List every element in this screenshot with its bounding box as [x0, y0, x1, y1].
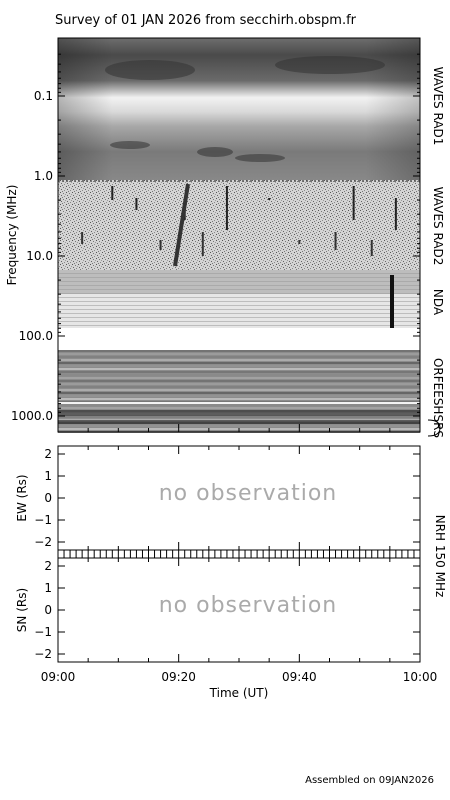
ew-axis: −2 −1 0 1 2 [34, 447, 420, 549]
nda-upper-shade [58, 270, 420, 294]
orfees-stripe [58, 416, 420, 418]
hsrs-dark-stripe [58, 420, 420, 424]
type-iii-burst [173, 183, 190, 267]
orfees-stripe [58, 359, 420, 361]
orfees-stripe [58, 350, 420, 352]
frequency-tick-label: 10.0 [26, 249, 53, 263]
band-labels: WAVES RAD1 WAVES RAD2 NDA ORFEESHSRS [431, 67, 445, 438]
time-axis-ticks [57, 424, 421, 662]
orfees-stripe [58, 353, 420, 355]
frequency-tick-label: 100.0 [19, 329, 53, 343]
sn-no-observation: no observation [159, 593, 338, 618]
orfees-stripe [58, 392, 420, 394]
ew-axis-label: EW (Rs) [15, 474, 29, 521]
orfees-stripe [58, 380, 420, 382]
orfees-stripe [58, 404, 420, 406]
orfees-stripe [58, 368, 420, 370]
band-gap [58, 328, 420, 350]
ew-tick-label: 2 [44, 447, 52, 461]
ew-no-observation: no observation [159, 481, 338, 506]
sn-panel: no observation [57, 557, 421, 663]
sn-tick-label: 0 [44, 603, 52, 617]
band-label-0: WAVES RAD1 [431, 67, 445, 146]
nrh-label: NRH 150 MHz [433, 515, 447, 598]
orfees-stripe [58, 425, 420, 427]
orfees-stripes [58, 350, 420, 433]
time-tick-label: 09:20 [161, 670, 196, 684]
time-axis-labels: 09:00 09:20 09:40 10:00 [41, 670, 438, 684]
ew-tick-label: −1 [34, 513, 52, 527]
ew-tick-label: 0 [44, 491, 52, 505]
frequency-axis-label: Frequency (MHz) [5, 185, 19, 286]
orfees-bright-line [58, 402, 420, 404]
orfees-stripe [58, 383, 420, 385]
time-tick-label: 09:40 [282, 670, 317, 684]
sn-axis-label: SN (Rs) [15, 588, 29, 632]
orfees-stripe [58, 407, 420, 409]
rad1-dark-patches [105, 56, 385, 162]
time-tick-label: 10:00 [403, 670, 438, 684]
ew-tick-label: −2 [34, 535, 52, 549]
sn-tick-label: −1 [34, 625, 52, 639]
hsrs-dark-stripe [58, 410, 420, 416]
figure-title: Survey of 01 JAN 2026 from secchirh.obsp… [55, 13, 357, 28]
rad2-band [58, 180, 420, 270]
band-label-2: NDA [431, 289, 445, 316]
sn-tick-label: −2 [34, 647, 52, 661]
orfees-stripe [58, 356, 420, 358]
orfees-stripe [58, 377, 420, 379]
time-axis-label: Time (UT) [209, 686, 269, 700]
orfees-stripe [58, 389, 420, 391]
spectrogram-panel [57, 37, 421, 433]
frequency-tick-label: 0.1 [34, 89, 53, 103]
time-tick-label: 09:00 [41, 670, 76, 684]
ew-frame [57, 445, 421, 551]
frequency-tick-label: 1.0 [34, 169, 53, 183]
frequency-tick-label: 1000.0 [11, 409, 53, 423]
orfees-stripe [58, 395, 420, 397]
sn-axis: −2 −1 0 1 2 [34, 559, 420, 661]
ew-panel: no observation [57, 445, 421, 551]
rad2-spikes [81, 186, 397, 256]
assembled-footer: Assembled on 09JAN2026 [305, 775, 434, 786]
orfees-stripe [58, 398, 420, 400]
orfees-stripe [58, 374, 420, 376]
ew-tick-label: 1 [44, 469, 52, 483]
orfees-stripe [58, 386, 420, 388]
orfees-stripe [58, 371, 420, 373]
orfees-stripe [58, 365, 420, 367]
sn-tick-label: 2 [44, 559, 52, 573]
orfees-stripe [58, 362, 420, 364]
band-label-orfees-hsrs: ORFEESHSRS [431, 358, 445, 438]
sn-tick-label: 1 [44, 581, 52, 595]
hsrs-bracket [427, 419, 441, 437]
frequency-axis: 0.1 1.0 10.0 100.0 1000.0 [11, 53, 420, 423]
band-label-1: WAVES RAD2 [431, 187, 445, 266]
